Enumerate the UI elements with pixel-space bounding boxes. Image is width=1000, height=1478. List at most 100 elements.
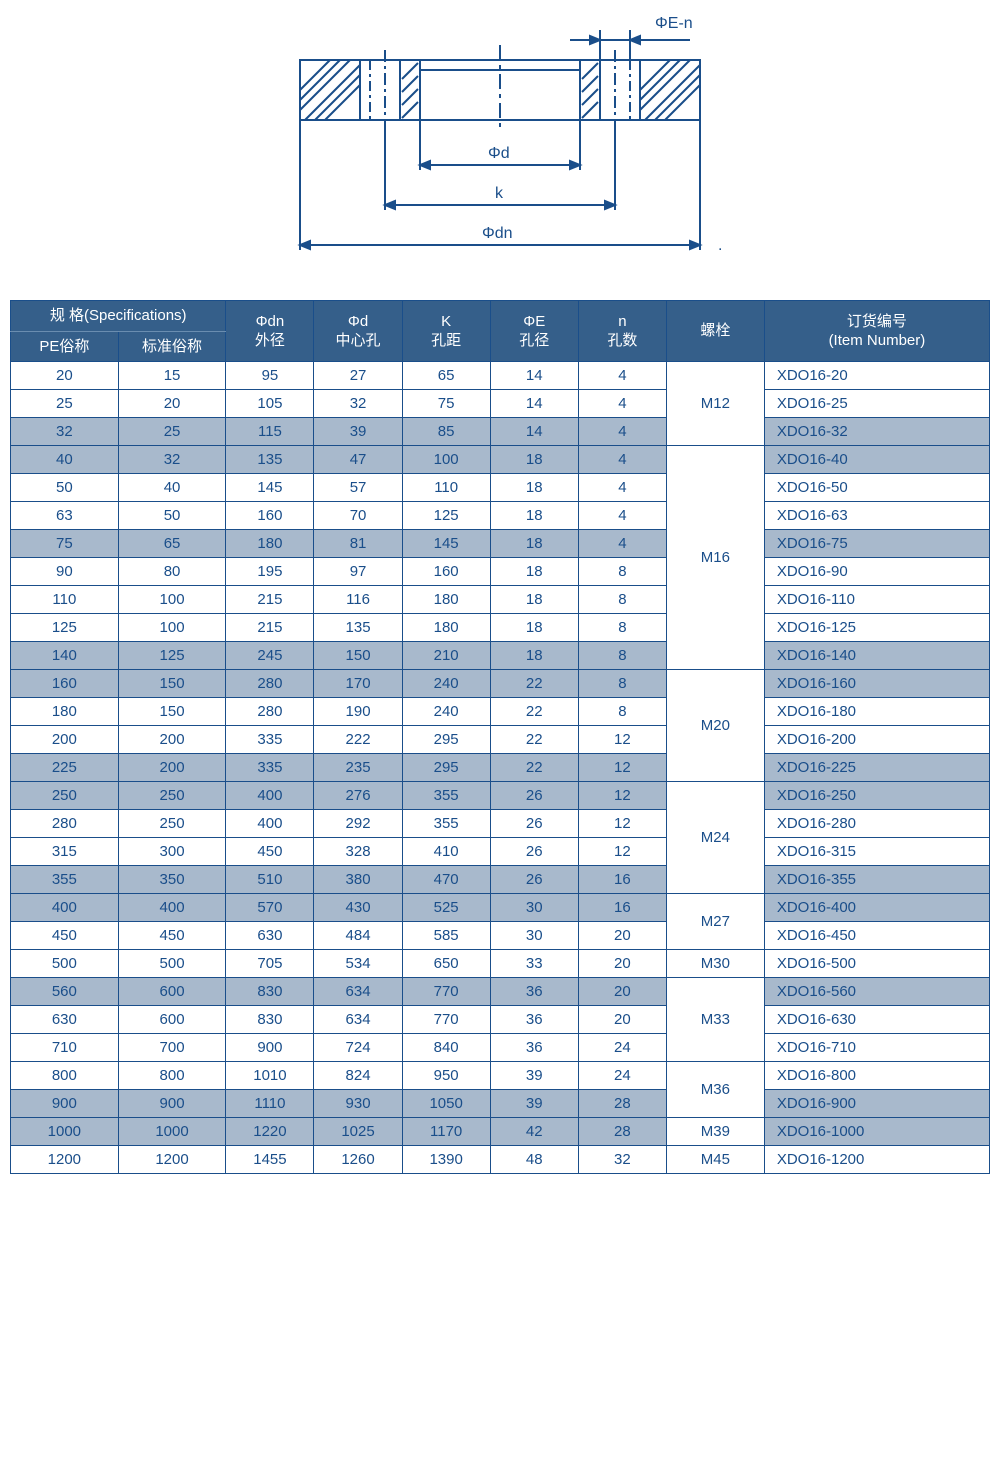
cell-n: 4 — [578, 530, 666, 558]
cell-std: 50 — [118, 502, 226, 530]
table-row: 125100215135180188XDO16-125 — [11, 614, 990, 642]
cell-e: 22 — [490, 754, 578, 782]
svg-text:.: . — [718, 237, 722, 254]
cell-dn: 215 — [226, 614, 314, 642]
cell-dn: 400 — [226, 810, 314, 838]
cell-std: 32 — [118, 446, 226, 474]
cell-k: 355 — [402, 810, 490, 838]
cell-pe: 25 — [11, 390, 119, 418]
cell-pe: 1000 — [11, 1118, 119, 1146]
cell-item-number: XDO16-180 — [764, 698, 989, 726]
cell-d: 380 — [314, 866, 402, 894]
cell-e: 36 — [490, 1006, 578, 1034]
header-d: Φd中心孔 — [314, 301, 402, 362]
cell-n: 12 — [578, 726, 666, 754]
cell-dn: 1455 — [226, 1146, 314, 1174]
cell-std: 300 — [118, 838, 226, 866]
cell-d: 150 — [314, 642, 402, 670]
cell-dn: 135 — [226, 446, 314, 474]
header-k: K孔距 — [402, 301, 490, 362]
cell-k: 240 — [402, 670, 490, 698]
cell-e: 22 — [490, 670, 578, 698]
table-row: 160150280170240228M20XDO16-160 — [11, 670, 990, 698]
cell-e: 22 — [490, 726, 578, 754]
header-n: n孔数 — [578, 301, 666, 362]
cell-d: 534 — [314, 950, 402, 978]
cell-item-number: XDO16-355 — [764, 866, 989, 894]
cell-e: 48 — [490, 1146, 578, 1174]
cell-std: 100 — [118, 614, 226, 642]
cell-e: 39 — [490, 1062, 578, 1090]
cell-d: 328 — [314, 838, 402, 866]
table-row: 7107009007248403624XDO16-710 — [11, 1034, 990, 1062]
cell-d: 634 — [314, 978, 402, 1006]
flange-diagram: ΦE-n Φd k Φdn . — [10, 10, 990, 285]
table-row: 2002003352222952212XDO16-200 — [11, 726, 990, 754]
cell-item-number: XDO16-1000 — [764, 1118, 989, 1146]
cell-std: 1200 — [118, 1146, 226, 1174]
cell-k: 180 — [402, 586, 490, 614]
header-spec-group: 规 格(Specifications) — [11, 301, 226, 332]
cell-dn: 105 — [226, 390, 314, 418]
diagram-label-en: ΦE-n — [655, 15, 693, 32]
cell-dn: 215 — [226, 586, 314, 614]
cell-d: 70 — [314, 502, 402, 530]
cell-n: 8 — [578, 558, 666, 586]
cell-pe: 225 — [11, 754, 119, 782]
cell-k: 525 — [402, 894, 490, 922]
cell-e: 14 — [490, 418, 578, 446]
cell-dn: 160 — [226, 502, 314, 530]
cell-dn: 830 — [226, 978, 314, 1006]
cell-e: 26 — [490, 782, 578, 810]
table-row: 2502504002763552612M24XDO16-250 — [11, 782, 990, 810]
cell-dn: 570 — [226, 894, 314, 922]
cell-std: 500 — [118, 950, 226, 978]
cell-e: 18 — [490, 530, 578, 558]
cell-e: 18 — [490, 558, 578, 586]
cell-e: 18 — [490, 586, 578, 614]
cell-k: 770 — [402, 1006, 490, 1034]
cell-d: 276 — [314, 782, 402, 810]
cell-d: 1260 — [314, 1146, 402, 1174]
cell-d: 484 — [314, 922, 402, 950]
cell-e: 26 — [490, 838, 578, 866]
cell-std: 20 — [118, 390, 226, 418]
cell-e: 30 — [490, 894, 578, 922]
cell-dn: 245 — [226, 642, 314, 670]
cell-item-number: XDO16-200 — [764, 726, 989, 754]
cell-e: 26 — [490, 810, 578, 838]
cell-n: 12 — [578, 810, 666, 838]
cell-bolt: M33 — [666, 978, 764, 1062]
cell-std: 450 — [118, 922, 226, 950]
cell-pe: 800 — [11, 1062, 119, 1090]
table-row: 908019597160188XDO16-90 — [11, 558, 990, 586]
cell-k: 650 — [402, 950, 490, 978]
cell-bolt: M24 — [666, 782, 764, 894]
cell-item-number: XDO16-280 — [764, 810, 989, 838]
cell-dn: 145 — [226, 474, 314, 502]
cell-d: 32 — [314, 390, 402, 418]
cell-n: 20 — [578, 922, 666, 950]
cell-dn: 450 — [226, 838, 314, 866]
table-row: 6306008306347703620XDO16-630 — [11, 1006, 990, 1034]
cell-item-number: XDO16-63 — [764, 502, 989, 530]
cell-std: 150 — [118, 670, 226, 698]
cell-n: 12 — [578, 754, 666, 782]
cell-dn: 510 — [226, 866, 314, 894]
cell-dn: 630 — [226, 922, 314, 950]
cell-e: 33 — [490, 950, 578, 978]
cell-pe: 450 — [11, 922, 119, 950]
cell-d: 116 — [314, 586, 402, 614]
diagram-label-d: Φd — [488, 145, 510, 162]
cell-k: 240 — [402, 698, 490, 726]
cell-k: 355 — [402, 782, 490, 810]
cell-std: 40 — [118, 474, 226, 502]
cell-item-number: XDO16-160 — [764, 670, 989, 698]
cell-d: 1025 — [314, 1118, 402, 1146]
cell-dn: 1110 — [226, 1090, 314, 1118]
cell-k: 100 — [402, 446, 490, 474]
cell-d: 235 — [314, 754, 402, 782]
table-row: 756518081145184XDO16-75 — [11, 530, 990, 558]
cell-n: 20 — [578, 978, 666, 1006]
cell-item-number: XDO16-75 — [764, 530, 989, 558]
